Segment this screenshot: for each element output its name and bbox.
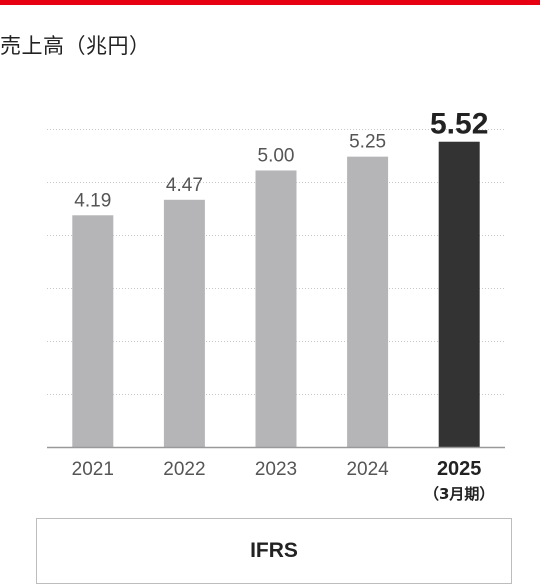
bar-2023: [255, 170, 297, 447]
data-label-2022: 4.47: [166, 175, 203, 196]
bar-chart: 4.19 2021 4.47 2022 5.00 2023 5.25 2024 5.52 2025…: [47, 108, 505, 503]
data-label-2021: 4.19: [74, 190, 111, 211]
data-label-2024: 5.25: [349, 132, 386, 153]
x-tick-2021: 2021: [72, 459, 114, 480]
data-label-2025: 5.52: [430, 108, 488, 141]
x-tick-2024: 2024: [346, 459, 389, 480]
data-label-2023: 5.00: [258, 145, 295, 166]
x-tick-2025: 2025: [437, 458, 482, 480]
bar-2024: [347, 156, 389, 448]
bar-2022: [163, 199, 205, 447]
x-tick-note-2025: （3月期）: [424, 485, 494, 503]
bar-2025: [438, 141, 480, 447]
accent-bar: [0, 0, 540, 5]
x-tick-2022: 2022: [163, 459, 205, 480]
accounting-standard-label: IFRS: [250, 539, 298, 562]
accounting-standard-box: IFRS: [36, 518, 512, 584]
chart-title: 売上高（兆円）: [0, 35, 151, 58]
x-tick-2023: 2023: [255, 459, 297, 480]
bar-2021: [72, 215, 114, 447]
